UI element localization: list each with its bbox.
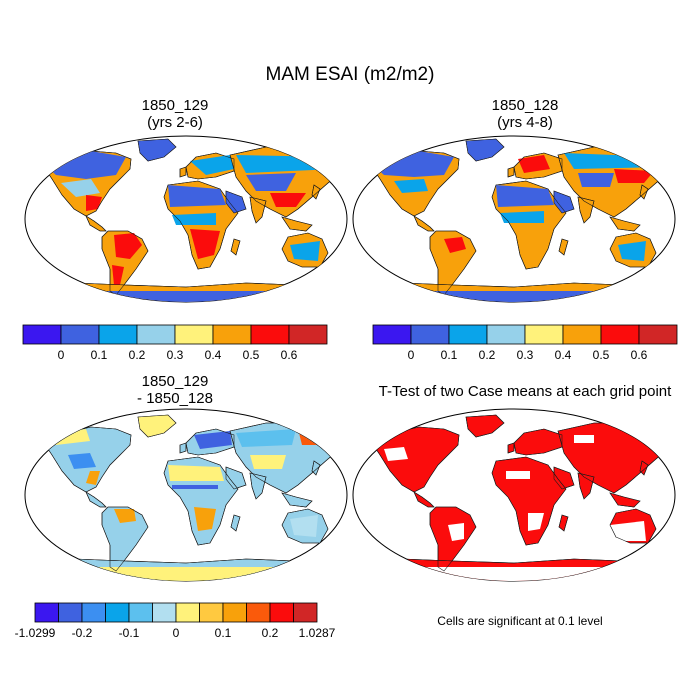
colorbar-swatch <box>128 602 153 623</box>
panel-title-line2: (yrs 2-6) <box>147 114 203 131</box>
colorbar-swatch <box>638 324 678 345</box>
colorbar-swatch <box>524 324 564 345</box>
colorbar-swatch <box>293 602 318 623</box>
colorbar-swatch <box>246 602 271 623</box>
colorbar-label: 1.0287 <box>299 626 336 640</box>
panel-title-difference: 1850_129 - 1850_128 <box>75 373 275 407</box>
colorbar-swatch <box>136 324 176 345</box>
colorbar-1850-129: 0 0.1 0.2 0.3 0.4 0.5 0.6 <box>22 324 328 362</box>
colorbar-swatch <box>448 324 488 345</box>
colorbar-1850-128: 0 0.1 0.2 0.3 0.4 0.5 0.6 <box>372 324 678 362</box>
panel-title-ttest: T-Test of two Case means at each grid po… <box>355 383 695 400</box>
map-panel-1850-129 <box>24 135 348 303</box>
panel-title-line2: - 1850_128 <box>137 390 213 407</box>
colorbar-label: 0.2 <box>129 348 146 362</box>
colorbar-label: 0.5 <box>593 348 610 362</box>
colorbar-label: 0 <box>408 348 415 362</box>
significance-note: Cells are significant at 0.1 level <box>437 614 603 628</box>
colorbar-swatch <box>600 324 640 345</box>
colorbar-swatch <box>250 324 290 345</box>
colorbar-label: 0.3 <box>167 348 184 362</box>
colorbar-label: 0.2 <box>262 626 279 640</box>
colorbar-swatch <box>199 602 224 623</box>
colorbar-swatch <box>60 324 100 345</box>
colorbar-swatch <box>410 324 450 345</box>
colorbar-swatch <box>152 602 177 623</box>
colorbar-label: 0.4 <box>555 348 572 362</box>
colorbar-label: 0.5 <box>243 348 260 362</box>
colorbar-swatch <box>175 602 200 623</box>
colorbar-label: 0.1 <box>215 626 232 640</box>
panel-title-line1: 1850_128 <box>491 97 559 114</box>
panel-title-1850-128: 1850_128 (yrs 4-8) <box>425 97 625 131</box>
colorbar-label: 0 <box>58 348 65 362</box>
colorbar-swatch <box>22 324 62 345</box>
colorbar-label: 0 <box>173 626 180 640</box>
colorbar-label: 0.6 <box>281 348 298 362</box>
panel-title-line1: T-Test of two Case means at each grid po… <box>378 383 672 400</box>
colorbar-difference: -1.0299 -0.2 -0.1 0 0.1 0.2 1.0287 <box>15 602 336 640</box>
colorbar-label: 0.3 <box>517 348 534 362</box>
figure-title: MAM ESAI (m2/m2) <box>265 64 435 85</box>
colorbar-label: 0.4 <box>205 348 222 362</box>
colorbar-label: 0.1 <box>91 348 108 362</box>
colorbar-swatch <box>81 602 106 623</box>
colorbar-swatch <box>372 324 412 345</box>
panel-title-1850-129: 1850_129 (yrs 2-6) <box>75 97 275 131</box>
colorbar-swatch <box>288 324 328 345</box>
colorbar-label: -1.0299 <box>15 626 56 640</box>
panel-title-line2: (yrs 4-8) <box>497 114 553 131</box>
colorbar-swatch <box>98 324 138 345</box>
colorbar-swatch <box>58 602 83 623</box>
colorbar-label: -0.2 <box>72 626 93 640</box>
map-panel-1850-128 <box>352 135 676 303</box>
colorbar-swatch <box>486 324 526 345</box>
colorbar-swatch <box>105 602 130 623</box>
colorbar-swatch <box>222 602 247 623</box>
colorbar-swatch <box>269 602 294 623</box>
colorbar-swatch <box>212 324 252 345</box>
map-panel-difference <box>24 408 348 582</box>
colorbar-label: -0.1 <box>119 626 140 640</box>
colorbar-label: 0.6 <box>631 348 648 362</box>
map-panel-ttest <box>352 408 676 582</box>
panel-title-line1: 1850_129 <box>141 97 209 114</box>
colorbar-label: 0.2 <box>479 348 496 362</box>
panel-title-line1: 1850_129 <box>141 373 209 390</box>
colorbar-swatch <box>174 324 214 345</box>
colorbar-swatch <box>34 602 59 623</box>
colorbar-label: 0.1 <box>441 348 458 362</box>
colorbar-swatch <box>562 324 602 345</box>
